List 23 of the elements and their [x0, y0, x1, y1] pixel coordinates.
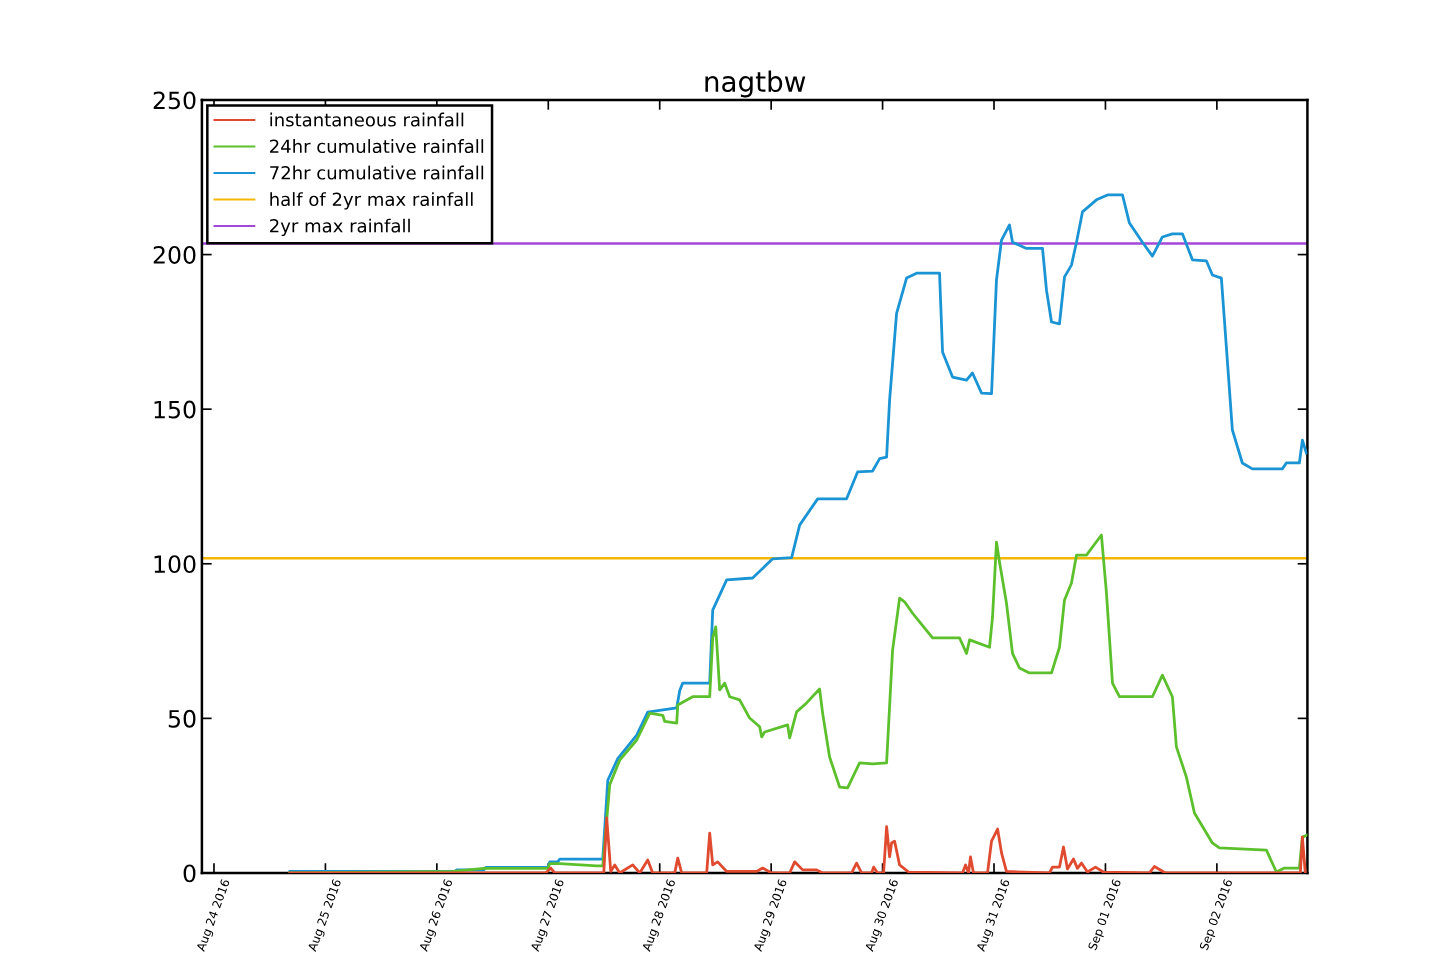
x-tick-label: Sep 02 2016	[1199, 878, 1235, 952]
line-series	[288, 816, 1307, 873]
legend-label: instantaneous rainfall	[270, 112, 464, 127]
y-tick-label: 50	[168, 709, 196, 728]
chart-title: nagtbw	[705, 70, 806, 98]
x-tick-label: Aug 29 2016	[753, 878, 790, 953]
legend-label: 24hr cumulative rainfall	[270, 139, 484, 154]
x-tick-label: Aug 31 2016	[975, 878, 1013, 953]
x-tick-label: Sep 01 2016	[1087, 878, 1124, 952]
y-tick-label: 200	[153, 246, 196, 264]
x-tick-label: Aug 27 2016	[530, 878, 567, 953]
legend-label: 72hr cumulative rainfall	[270, 165, 484, 180]
legend-label: half of 2yr max rainfall	[270, 192, 473, 210]
legend-label: 2yr max rainfall	[270, 218, 410, 237]
x-tick-label: Aug 25 2016	[307, 878, 344, 953]
x-tick-label: Aug 26 2016	[418, 878, 455, 953]
y-tick-label: 250	[153, 91, 196, 110]
x-tick-label: Aug 30 2016	[864, 878, 901, 953]
y-tick-label: 0	[183, 864, 196, 883]
x-tick-label: Aug 24 2016	[195, 878, 233, 953]
x-tick-label: Aug 28 2016	[641, 878, 678, 953]
y-tick-label: 150	[154, 400, 196, 419]
y-tick-label: 100	[154, 555, 196, 574]
